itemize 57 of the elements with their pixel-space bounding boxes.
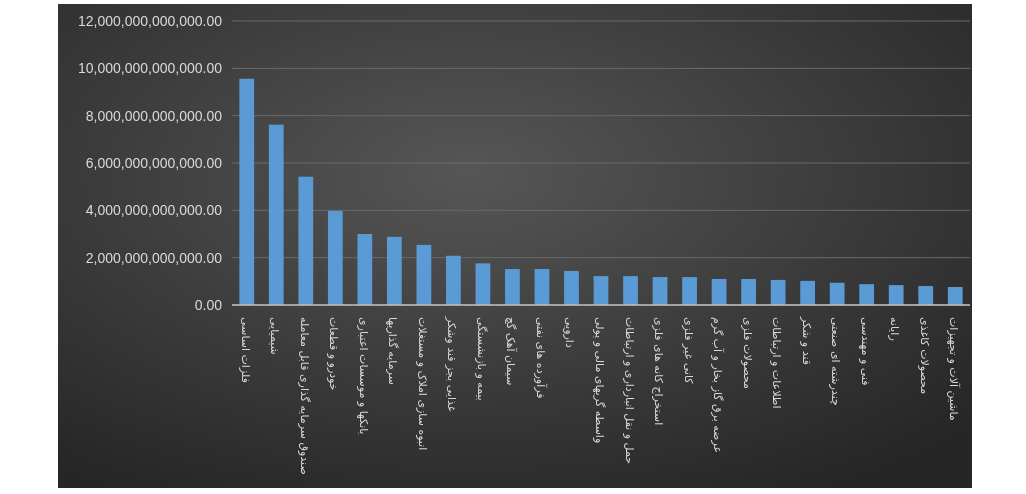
x-tick-label: محصولات فلزی [740,317,754,390]
bar [357,234,373,305]
x-tick-label: بانکها و موسسات اعتباری [356,317,370,435]
x-tick-label: سیمان آهک گچ [504,317,519,386]
y-tick-label: 4,000,000,000,000.00 [85,202,223,219]
bar [327,210,343,305]
bar [446,255,461,305]
y-tick-label: 8,000,000,000,000.00 [85,107,223,124]
x-tick-label: صندوق سرمایه گذاری قابل معامله [297,317,311,475]
bar [888,285,904,305]
x-tick-label: سرمایه گذاریها [386,317,400,385]
x-tick-label: خودرو و قطعات [327,317,341,391]
bar [475,263,491,305]
bar [623,276,638,305]
bar [239,78,255,305]
x-tick-label: چندرشته ای صنعتی [829,317,843,406]
y-tick-label: 6,000,000,000,000.00 [85,155,223,171]
x-tick-label: انبوه سازی املاک و مستغلات [415,317,429,451]
y-tick-label: 12,000,000,000,000.00 [77,13,223,29]
x-tick-label: فلزات اساسی [238,317,252,383]
bar [770,279,786,305]
bar [534,269,550,305]
bar [829,282,845,305]
bar [741,278,756,305]
x-tick-label: شیمیایی [268,317,282,355]
x-tick-label: غذایی بجز قند وشکر [445,316,459,412]
bar [682,277,697,305]
bar [947,287,963,305]
x-tick-label: قند و شکر [799,316,813,366]
x-tick-label: ماشین آلات و تجهیزات [947,317,962,421]
x-tick-label: فنی و مهندسی [858,317,872,386]
x-tick-label: فرآورده های نفتی [533,317,548,399]
x-tick-label: کانی غیر فلزی [681,317,695,385]
x-tick-label: واسطه گریهای مالی و پولی [593,317,606,444]
x-tick-label: دارویی [563,317,577,348]
bar [652,277,668,305]
bar [416,244,432,305]
bar [800,280,816,305]
y-tick-label: 10,000,000,000,000.00 [77,60,223,77]
bar [505,269,520,305]
y-tick-label: 2,000,000,000,000.00 [85,249,223,266]
bar [268,124,284,305]
x-tick-label: عرضه برق گاز بخار و آب گرم [711,317,726,454]
bar [386,236,402,305]
x-tick-label: اطلاعات و ارتباطات [770,317,784,409]
bar [593,276,609,305]
bar [859,284,875,305]
bar [711,278,727,305]
y-tick-label: 0.00 [194,297,223,313]
x-tick-label: استخراج کانه های فلزی [652,317,666,426]
bar [564,270,579,305]
bar [918,286,934,305]
x-tick-label: بیمه و بازنشستگی [474,317,488,401]
bar [298,176,314,305]
x-tick-label: محصولات کاغذی [917,317,931,395]
x-tick-label: رایانه [888,317,902,341]
x-tick-label: حمل و نقل انبارداری و ارتباطات [622,317,636,465]
